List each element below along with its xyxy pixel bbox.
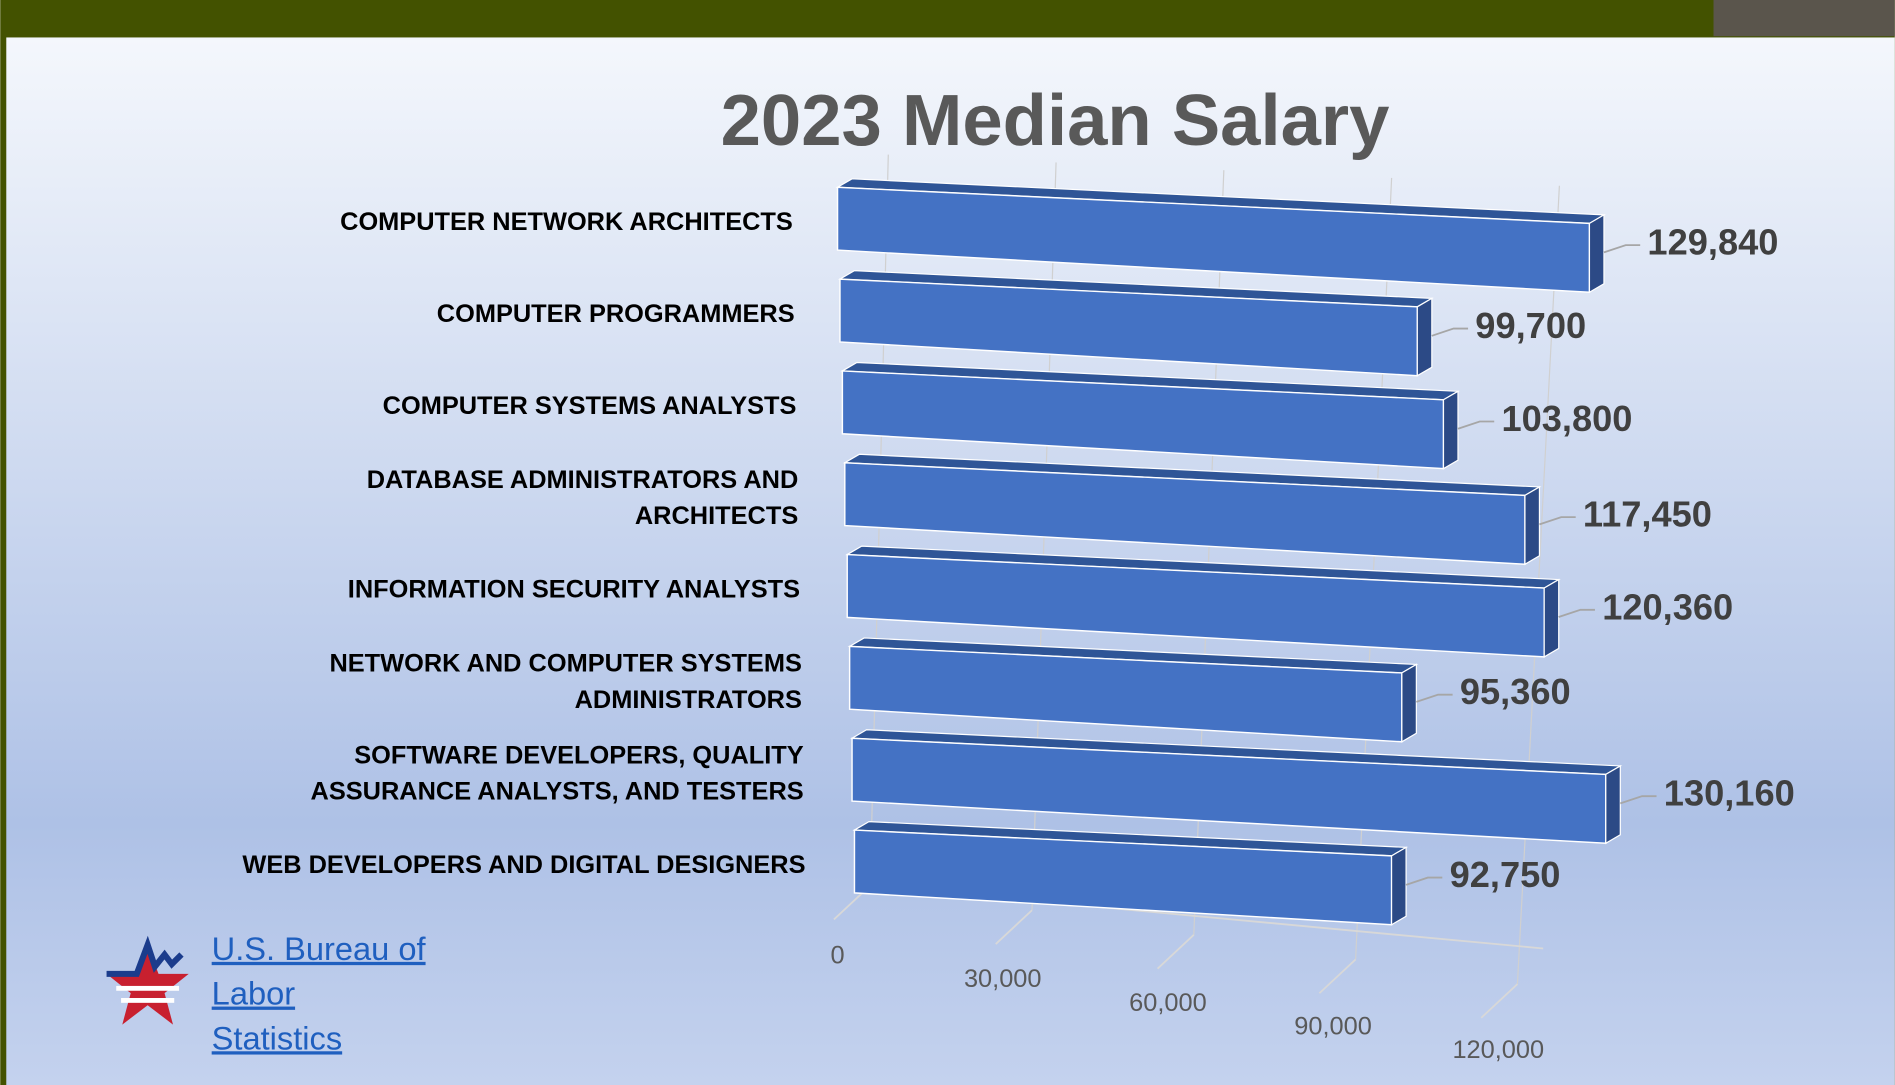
category-label: NETWORK AND COMPUTER SYSTEMS ADMINISTRATO… — [329, 649, 801, 713]
leader-line — [1558, 608, 1595, 618]
bar — [837, 270, 1434, 377]
value-label: 95,360 — [1460, 671, 1571, 712]
leader-line — [1405, 876, 1443, 886]
leader-line — [1603, 244, 1641, 254]
x-tick-label: 60,000 — [1129, 989, 1207, 1017]
category-label: SOFTWARE DEVELOPERS, QUALITY ASSURANCE AN… — [311, 741, 804, 805]
leader-line — [1416, 693, 1453, 703]
value-label: 99,700 — [1475, 305, 1586, 346]
bls-logo — [106, 935, 189, 1025]
bar — [852, 820, 1409, 926]
category-label: WEB DEVELOPERS AND DIGITAL DESIGNERS — [242, 851, 805, 879]
x-tick-label: 30,000 — [964, 965, 1042, 993]
bar — [842, 453, 1542, 566]
value-label: 103,800 — [1501, 398, 1632, 439]
category-label: COMPUTER SYSTEMS ANALYSTS — [383, 392, 797, 420]
bar — [835, 178, 1607, 294]
x-tick-label: 0 — [830, 942, 844, 970]
x-tick-label: 90,000 — [1294, 1012, 1372, 1040]
leader-line — [1457, 420, 1495, 430]
value-label: 117,450 — [1583, 494, 1712, 535]
leader-line — [1620, 795, 1657, 805]
bar-end — [1401, 663, 1417, 743]
x-tick-label: 120,000 — [1452, 1036, 1544, 1064]
value-label: 129,840 — [1647, 222, 1778, 263]
photo-corner — [1713, 0, 1895, 37]
category-label: COMPUTER PROGRAMMERS — [437, 300, 795, 328]
chart-title: 2023 Median Salary — [721, 80, 1390, 161]
bar-end — [1416, 297, 1433, 377]
bar — [845, 545, 1561, 658]
bar-end — [1588, 213, 1605, 294]
category-label: COMPUTER NETWORK ARCHITECTS — [340, 208, 793, 236]
floor-tick — [1480, 983, 1519, 1019]
bar — [847, 637, 1419, 743]
bar-end — [1390, 846, 1407, 926]
bar — [840, 361, 1461, 470]
leader-line — [1539, 516, 1576, 526]
floor-tick — [995, 909, 1033, 945]
floor-tick — [1156, 934, 1195, 970]
source-link[interactable]: U.S. Bureau of Labor Statistics — [212, 929, 427, 1055]
bar-end — [1605, 764, 1621, 845]
category-label: INFORMATION SECURITY ANALYSTS — [348, 576, 800, 604]
floor-tick — [1318, 958, 1357, 994]
leader-line — [1431, 327, 1469, 337]
bar-end — [1442, 390, 1459, 470]
bar-end — [1524, 485, 1541, 566]
value-label: 130,160 — [1664, 773, 1795, 814]
category-label: DATABASE ADMINISTRATORS AND ARCHITECTS — [367, 466, 799, 530]
bar — [849, 729, 1623, 845]
value-label: 120,360 — [1602, 586, 1733, 627]
bar-end — [1543, 578, 1560, 658]
value-label: 92,750 — [1450, 854, 1561, 895]
